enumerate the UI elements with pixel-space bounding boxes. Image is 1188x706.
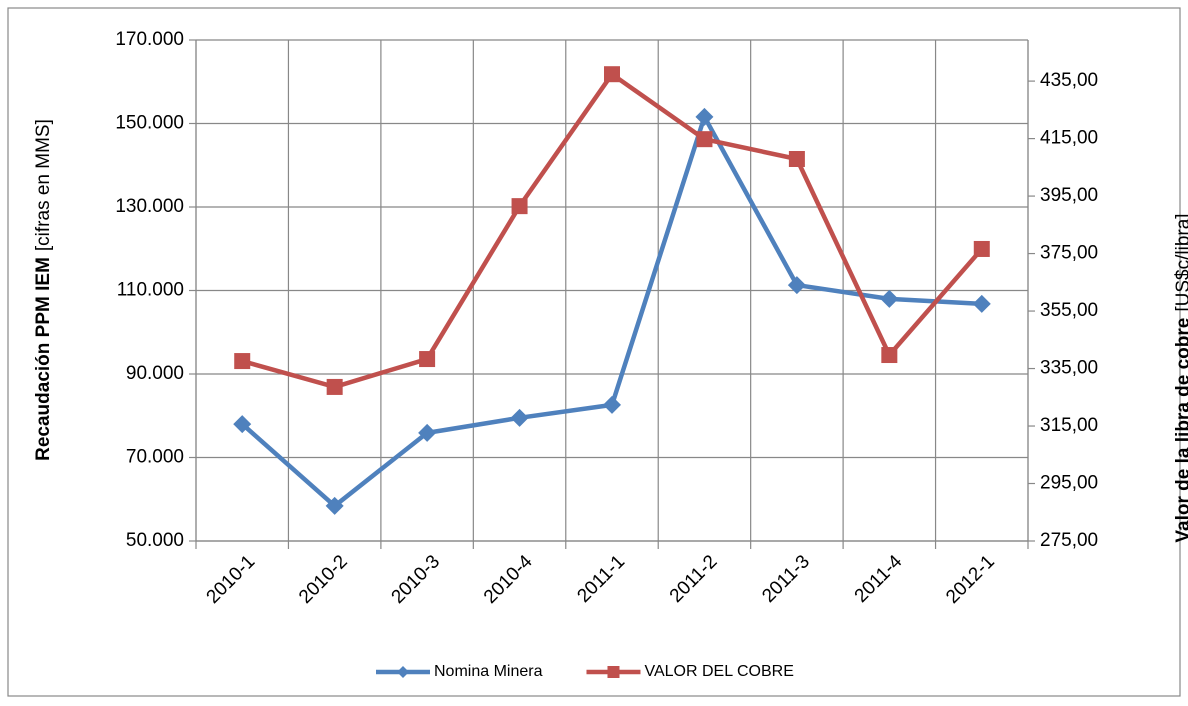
marker-diamond [233,415,252,434]
y2-tick-label: 275,00 [1040,530,1098,551]
marker-diamond [325,496,344,515]
marker-diamond [972,294,991,313]
y2-tick-label: 335,00 [1040,358,1098,379]
marker-diamond [603,395,621,414]
y2-axis-title: Valor de la libra de cobre [US$c/libra] [1173,213,1188,542]
marker-diamond [695,107,714,126]
marker-square [511,198,528,215]
chart-border [7,7,1181,697]
y2-tick-label: 415,00 [1040,128,1098,149]
y-tick-label: 70.000 [126,447,184,468]
marker-square [881,347,898,364]
marker-square [696,131,713,148]
legend-marker [607,666,620,678]
y-axis-title-unit: [cifras en MMS] [33,119,54,251]
y2-tick-label: 435,00 [1040,70,1098,91]
marker-square [973,240,990,257]
y-axis-title: Recaudación PPM IEM [cifras en MMS] [33,119,54,461]
y-axis-title-bold: Recaudación PPM IEM [33,257,54,461]
marker-square [788,150,805,167]
y-tick-label: 130.000 [115,196,184,217]
marker-square [419,351,436,368]
marker-square [234,353,251,370]
y2-tick-label: 315,00 [1040,415,1098,436]
y2-tick-label: 375,00 [1040,243,1098,264]
marker-diamond [418,423,437,442]
marker-diamond [787,276,806,295]
marker-diamond [880,289,899,308]
marker-square [326,378,343,395]
y-tick-label: 50.000 [126,530,184,551]
y2-tick-label: 395,00 [1040,185,1098,206]
y-tick-label: 110.000 [117,280,184,301]
y2-tick-label: 295,00 [1040,473,1098,494]
legend-label: Nomina Minera [434,663,543,680]
y2-tick-label: 355,00 [1040,300,1098,321]
y2-axis-title-unit: [US$c/libra] [1173,213,1188,311]
marker-square [604,66,620,83]
marker-diamond [510,408,529,427]
legend-marker [397,666,409,678]
y-tick-label: 90.000 [126,363,184,384]
legend-label: VALOR DEL COBRE [644,663,793,680]
y-tick-label: 150.000 [115,113,184,134]
y2-axis-title-bold: Valor de la libra de cobre [1173,318,1188,543]
y-tick-label: 170.000 [115,29,184,50]
